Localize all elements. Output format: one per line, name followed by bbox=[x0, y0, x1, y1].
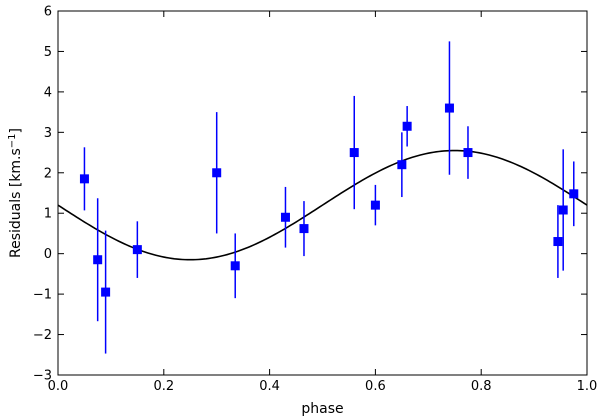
x-tick-label: 1.0 bbox=[577, 379, 598, 394]
point-marker bbox=[93, 255, 103, 265]
x-tick-label: 0.0 bbox=[48, 379, 69, 394]
y-tick-label: −3 bbox=[33, 369, 52, 384]
point-marker bbox=[370, 200, 380, 210]
y-tick-label: −2 bbox=[33, 328, 52, 343]
point-marker bbox=[349, 148, 359, 158]
point-marker bbox=[230, 261, 240, 271]
axis-ticks bbox=[57, 10, 588, 376]
y-tick-label: 2 bbox=[44, 166, 52, 181]
data-point bbox=[299, 201, 309, 257]
point-marker bbox=[569, 189, 579, 199]
x-tick-label: 0.8 bbox=[471, 379, 492, 394]
point-marker bbox=[299, 224, 309, 234]
point-marker bbox=[444, 103, 454, 113]
point-marker bbox=[280, 212, 290, 222]
data-point bbox=[402, 106, 412, 147]
data-point bbox=[558, 149, 568, 271]
data-point bbox=[569, 161, 579, 227]
data-point bbox=[397, 132, 407, 198]
point-marker bbox=[397, 160, 407, 170]
sine-fit-curve bbox=[57, 149, 588, 261]
point-marker bbox=[463, 148, 473, 158]
y-tick-label: 5 bbox=[44, 45, 52, 60]
y-axis-label-main: Residuals [km.s bbox=[8, 148, 24, 258]
data-point bbox=[93, 198, 103, 322]
x-axis-label: phase bbox=[301, 401, 343, 417]
tick-labels: 0.0 0.2 0.4 0.6 0.8 1.0 −3 −2 −1 0 1 2 3 4 5 6 bbox=[33, 5, 598, 395]
point-marker bbox=[553, 237, 563, 247]
y-tick-label: 4 bbox=[44, 85, 52, 100]
point-marker bbox=[79, 174, 89, 184]
y-tick-label: 0 bbox=[44, 247, 52, 262]
point-marker bbox=[558, 205, 568, 215]
y-tick-label: 3 bbox=[44, 126, 52, 141]
point-marker bbox=[101, 287, 111, 297]
data-points-layer bbox=[79, 41, 579, 354]
x-tick-label: 0.4 bbox=[259, 379, 280, 394]
data-point bbox=[212, 112, 222, 234]
y-axis-label-superscript: −1 bbox=[7, 133, 18, 148]
data-point bbox=[79, 147, 89, 211]
data-point bbox=[349, 95, 359, 210]
y-axis-label-end: ] bbox=[8, 128, 24, 133]
point-marker bbox=[132, 245, 142, 255]
y-tick-label: 1 bbox=[44, 207, 52, 222]
fit-curve-layer bbox=[57, 149, 588, 261]
data-point bbox=[463, 126, 473, 179]
point-marker bbox=[402, 121, 412, 131]
data-point bbox=[280, 186, 290, 248]
plot-frame bbox=[57, 10, 588, 376]
data-point bbox=[444, 41, 454, 175]
x-tick-label: 0.6 bbox=[365, 379, 386, 394]
data-point bbox=[370, 184, 380, 226]
y-tick-label: 6 bbox=[44, 5, 52, 20]
data-point bbox=[132, 221, 142, 278]
y-axis-label: Residuals [km.s−1] bbox=[7, 128, 25, 258]
point-marker bbox=[212, 168, 222, 178]
y-tick-label: −1 bbox=[33, 288, 52, 303]
data-point bbox=[101, 230, 111, 354]
data-point bbox=[553, 205, 563, 278]
x-tick-label: 0.2 bbox=[153, 379, 174, 394]
data-point bbox=[230, 233, 240, 299]
